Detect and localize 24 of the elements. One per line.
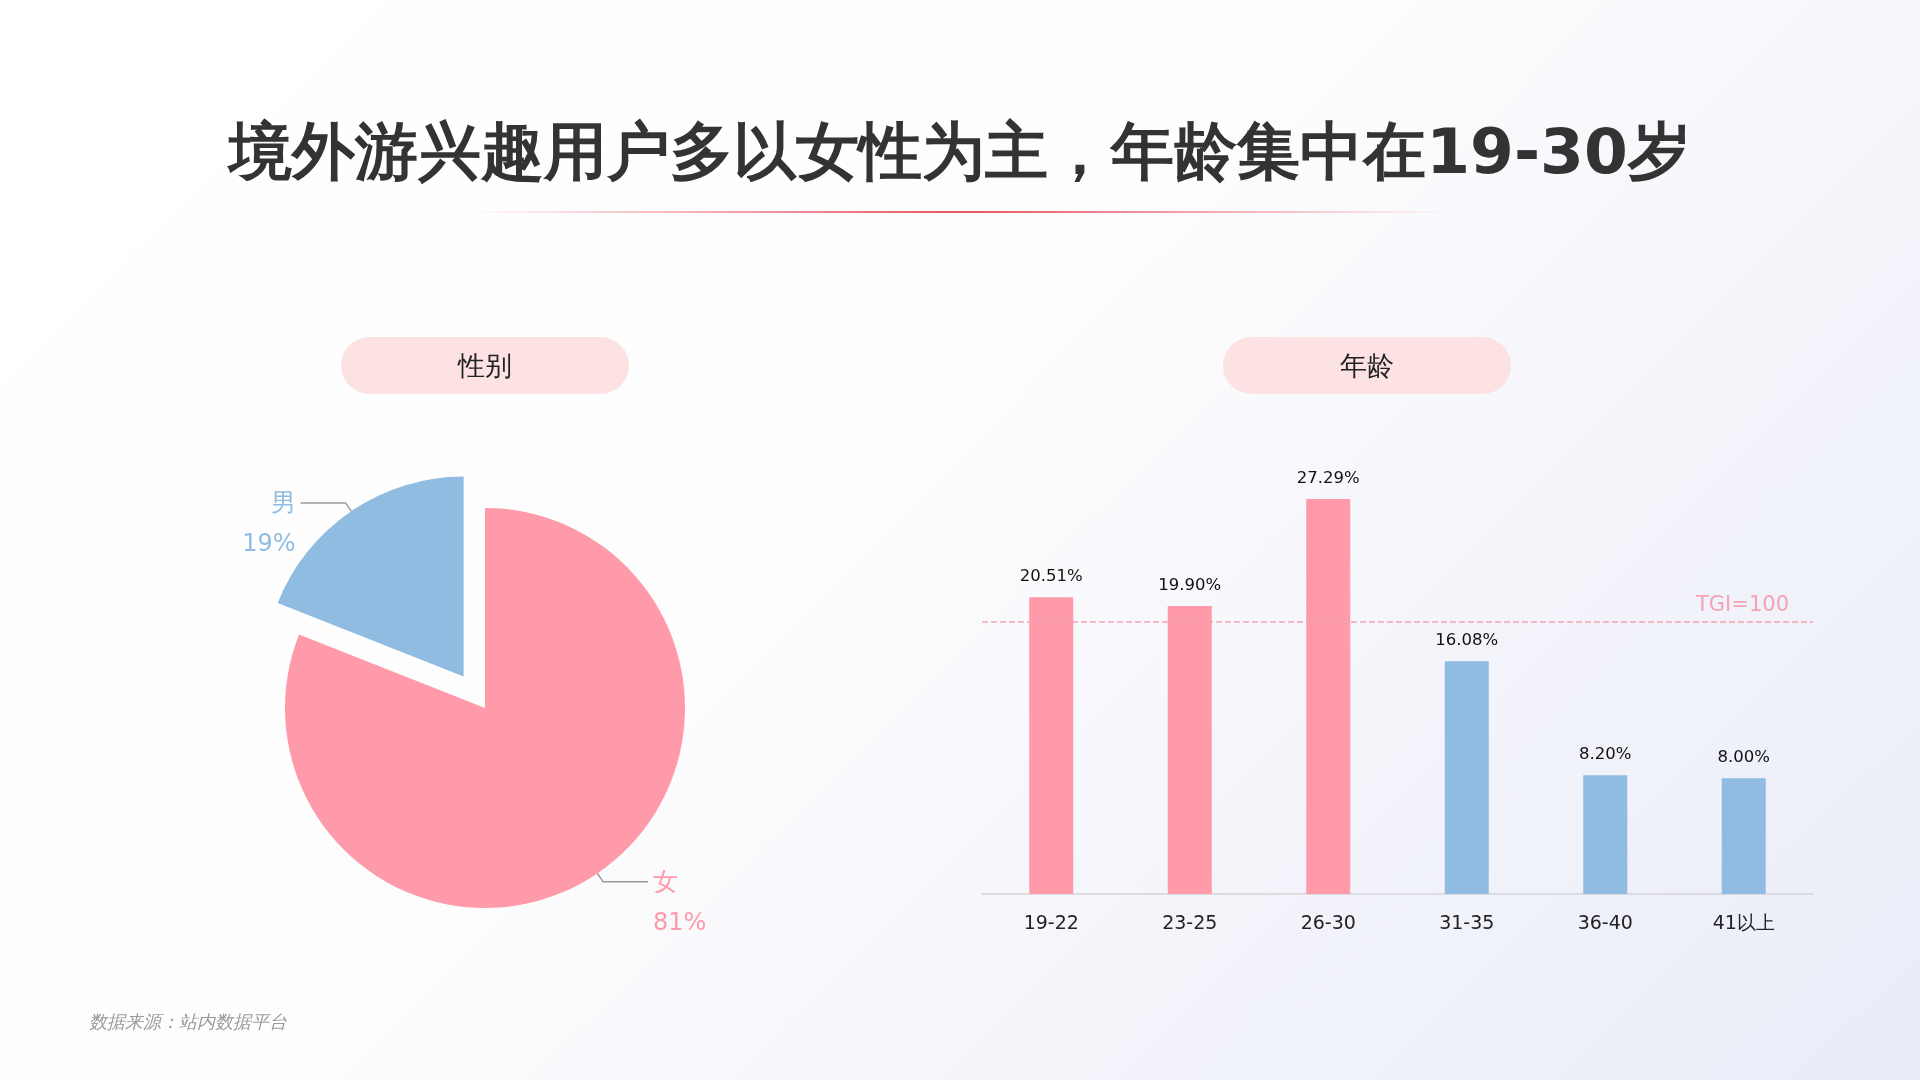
data-label: 27.29% — [1296, 468, 1360, 487]
chart-subtitle: 年龄 — [1223, 337, 1511, 394]
text: 境外游兴趣用户多以女性为主，年龄集中在19-30岁 — [226, 114, 1692, 190]
x-tick-label: 19-22 — [1023, 910, 1079, 933]
data-label: 8.00% — [1717, 747, 1770, 767]
x-tick-label: 26-30 — [1300, 910, 1356, 933]
x-tick-label: 36-40 — [1577, 910, 1633, 933]
x-tick-label: 41以上 — [1712, 910, 1775, 933]
data-label: 19.90% — [1158, 574, 1222, 594]
slice-label: 男 — [270, 488, 296, 518]
data-label: 8.20% — [1579, 744, 1632, 764]
annotation: TGI=100 — [1695, 592, 1789, 617]
x-tick-label: 31-35 — [1439, 910, 1495, 933]
data-label: 16.08% — [1435, 630, 1499, 650]
data-label: 81% — [653, 907, 707, 936]
bar — [1583, 775, 1628, 894]
data-label: 20.51% — [1019, 566, 1083, 586]
bar — [1721, 778, 1766, 894]
bar — [1444, 661, 1489, 894]
source-note: 数据来源：站内数据平台 — [89, 1010, 287, 1034]
x-tick-label: 23-25 — [1162, 910, 1218, 933]
chart-subtitle: 性别 — [341, 337, 629, 394]
slice-label: 女 — [653, 867, 679, 897]
data-label: 19% — [242, 528, 296, 557]
